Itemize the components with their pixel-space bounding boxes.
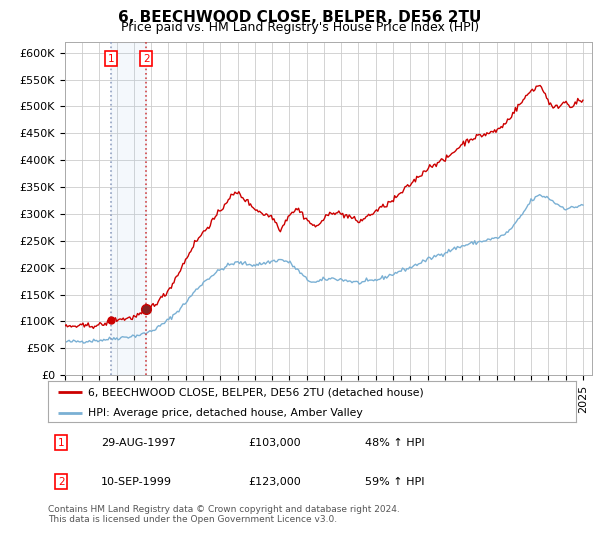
- Text: 10-SEP-1999: 10-SEP-1999: [101, 477, 172, 487]
- Text: 1: 1: [58, 438, 65, 447]
- Bar: [111, 42, 146, 375]
- Text: Contains HM Land Registry data © Crown copyright and database right 2024.
This d: Contains HM Land Registry data © Crown c…: [48, 505, 400, 524]
- Text: 59% ↑ HPI: 59% ↑ HPI: [365, 477, 424, 487]
- Text: Price paid vs. HM Land Registry's House Price Index (HPI): Price paid vs. HM Land Registry's House …: [121, 21, 479, 34]
- Text: 6, BEECHWOOD CLOSE, BELPER, DE56 2TU: 6, BEECHWOOD CLOSE, BELPER, DE56 2TU: [118, 10, 482, 25]
- Text: 2: 2: [58, 477, 65, 487]
- Text: 1: 1: [107, 54, 114, 64]
- Text: HPI: Average price, detached house, Amber Valley: HPI: Average price, detached house, Ambe…: [88, 408, 362, 418]
- Text: 29-AUG-1997: 29-AUG-1997: [101, 438, 176, 447]
- Text: 6, BEECHWOOD CLOSE, BELPER, DE56 2TU (detached house): 6, BEECHWOOD CLOSE, BELPER, DE56 2TU (de…: [88, 388, 424, 397]
- Text: 2: 2: [143, 54, 149, 64]
- Text: £123,000: £123,000: [248, 477, 301, 487]
- Text: 48% ↑ HPI: 48% ↑ HPI: [365, 438, 424, 447]
- Text: £103,000: £103,000: [248, 438, 301, 447]
